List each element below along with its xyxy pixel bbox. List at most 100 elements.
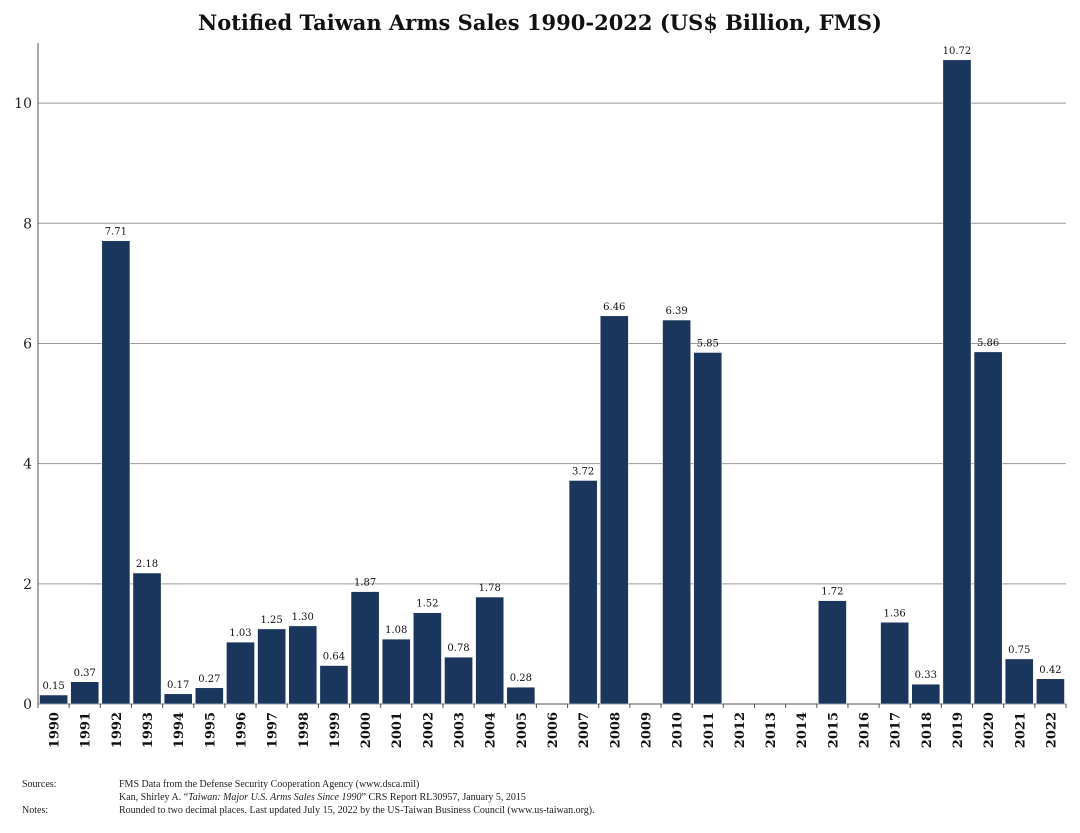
bar-2017: [880, 622, 909, 705]
data-label-1997: 1.25: [261, 615, 283, 626]
x-tick-label-1996: 1996: [234, 712, 249, 748]
data-labels: 0.15 0.37 7.71 2.18 0.17 0.27 1.03 1.25 1.30 0.64…: [42, 46, 1061, 692]
notes-label: Notes:: [22, 805, 49, 816]
x-tick-label-2018: 2018: [920, 712, 935, 748]
data-label-2000: 1.87: [354, 578, 376, 589]
footer-source-2-row: Kan, Shirley A. “Taiwan: Major U.S. Arms…: [0, 791, 1080, 804]
data-label-2003: 0.78: [447, 643, 469, 654]
data-label-1991: 0.37: [74, 668, 96, 679]
bar-1991: [70, 681, 100, 705]
bar-1992: [101, 240, 131, 705]
bar-2011: [693, 352, 723, 705]
x-tick-label-2006: 2006: [546, 712, 561, 748]
x-tick-label-2007: 2007: [577, 712, 592, 748]
y-tick-label: 4: [23, 457, 32, 473]
data-label-2004: 1.78: [479, 583, 501, 594]
bars: [39, 59, 1065, 705]
data-label-2018: 0.33: [915, 670, 937, 681]
data-label-2022: 0.42: [1039, 665, 1061, 676]
y-tick-label: 10: [14, 96, 32, 112]
data-label-2010: 6.39: [665, 306, 687, 317]
data-label-1992: 7.71: [105, 227, 127, 238]
x-tick-label-1990: 1990: [48, 712, 63, 748]
bar-2022: [1036, 678, 1065, 705]
bar-1990: [39, 694, 68, 705]
x-tick-label-1997: 1997: [266, 712, 281, 748]
data-label-2008: 6.46: [603, 302, 625, 313]
source-2-suffix: ” CRS Report RL30957, January 5, 2015: [361, 792, 526, 803]
footer-notes-row: Notes: Rounded to two decimal places. La…: [0, 804, 1080, 817]
gridlines: [38, 102, 1066, 585]
data-label-2020: 5.86: [977, 338, 999, 349]
axes: 0 2 4 6 8 10: [14, 43, 1067, 713]
x-tick-label-1998: 1998: [297, 712, 312, 748]
footer-sources-row: Sources: FMS Data from the Defense Secur…: [0, 778, 1080, 791]
chart-title: Notified Taiwan Arms Sales 1990-2022 (US…: [198, 10, 882, 35]
bar-2019: [942, 59, 972, 705]
bar-2010: [662, 319, 691, 705]
bar-2007: [568, 480, 598, 705]
x-tick-label-1993: 1993: [141, 712, 156, 748]
data-label-2019: 10.72: [943, 46, 972, 57]
data-label-2015: 1.72: [821, 587, 843, 598]
x-tick-label-2013: 2013: [764, 712, 779, 748]
x-tick-label-2015: 2015: [826, 712, 841, 748]
source-1: FMS Data from the Defense Security Coope…: [119, 779, 420, 790]
sources-label: Sources:: [22, 779, 57, 790]
x-tick-label-2010: 2010: [671, 712, 686, 748]
x-tick-label-2001: 2001: [390, 712, 405, 748]
data-label-2001: 1.08: [385, 625, 407, 636]
data-label-2017: 1.36: [884, 608, 906, 619]
bar-2021: [1004, 658, 1034, 705]
bar-1995: [195, 687, 224, 705]
x-tick-label-2020: 2020: [982, 712, 997, 748]
data-label-2011: 5.85: [697, 338, 719, 349]
bar-2008: [599, 315, 629, 705]
data-label-1994: 0.17: [167, 680, 189, 691]
bar-1997: [257, 628, 286, 705]
x-tick-label-1995: 1995: [203, 712, 218, 748]
source-2-title: Taiwan: Major U.S. Arms Sales Since 1990: [188, 792, 362, 803]
data-label-1998: 1.30: [292, 612, 314, 623]
x-tick-label-2017: 2017: [889, 712, 904, 748]
x-tick-label-2014: 2014: [795, 712, 810, 748]
x-tick-label-2004: 2004: [484, 712, 499, 748]
data-label-1993: 2.18: [136, 559, 158, 570]
x-tick-label-2005: 2005: [515, 712, 530, 748]
bar-1996: [226, 641, 255, 705]
data-label-1995: 0.27: [198, 674, 220, 685]
bar-1999: [319, 665, 349, 705]
bar-2015: [818, 600, 847, 705]
bar-1998: [288, 625, 318, 705]
bar-2004: [475, 596, 505, 705]
x-tick-label-2002: 2002: [421, 712, 436, 748]
x-tick-label-2011: 2011: [702, 712, 717, 748]
bar-2020: [973, 351, 1003, 705]
data-label-2007: 3.72: [572, 466, 594, 477]
bar-1993: [132, 572, 162, 705]
data-label-1999: 0.64: [323, 652, 345, 663]
source-2: Kan, Shirley A. “Taiwan: Major U.S. Arms…: [119, 791, 526, 804]
data-label-1990: 0.15: [42, 681, 64, 692]
bar-2000: [350, 591, 380, 705]
bar-2002: [413, 612, 442, 705]
source-2-prefix: Kan, Shirley A. “: [119, 792, 189, 803]
x-tick-label-1992: 1992: [110, 712, 125, 748]
x-tick-label-2012: 2012: [733, 712, 748, 748]
data-label-1996: 1.03: [229, 628, 251, 639]
bar-2003: [444, 656, 473, 705]
data-label-2021: 0.75: [1008, 645, 1030, 656]
x-tick-label-2021: 2021: [1013, 712, 1028, 748]
x-tick-label-1994: 1994: [172, 712, 187, 748]
bar-1994: [163, 693, 193, 705]
bar-2001: [381, 638, 411, 705]
data-label-2005: 0.28: [510, 673, 532, 684]
x-tick-label-2022: 2022: [1044, 712, 1059, 748]
x-tick-label-1999: 1999: [328, 712, 343, 748]
notes-text: Rounded to two decimal places. Last upda…: [119, 805, 595, 816]
y-tick-label: 0: [23, 697, 32, 713]
x-tick-label-2019: 2019: [951, 712, 966, 748]
x-tick-label-2016: 2016: [858, 712, 873, 748]
footer: Sources: FMS Data from the Defense Secur…: [0, 778, 1080, 817]
